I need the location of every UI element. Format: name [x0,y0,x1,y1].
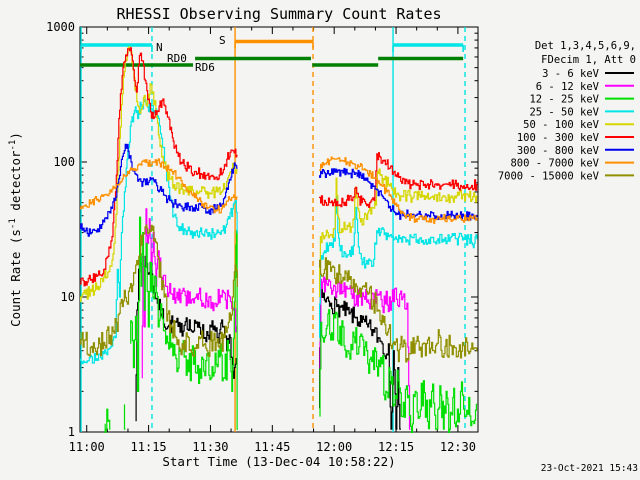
y-tick-label: 10 [61,290,75,304]
series-3to6keV-trace [319,288,401,430]
series-12to25keV-trace [104,408,111,433]
series-6to12keV-trace [141,208,238,379]
series-100to300keV-trace [80,47,238,287]
rd6-flag-label: RD6 [195,61,215,74]
y-axis-title: Count Rate (s-1 detector-1) [8,132,23,327]
series-50to100keV-trace [80,46,238,303]
series-12to25keV-trace [130,216,238,430]
legend-header-decim: FDecim 1, Att 0 [541,54,636,66]
series-6to12keV-trace [319,276,411,430]
y-tick-label: 1000 [46,20,75,34]
plot-timestamp: 23-Oct-2021 15:43 [541,463,638,474]
series-7000to15000keV-trace [319,257,478,363]
saa-flag-label: S [219,34,226,47]
series-300to800keV-trace [319,167,478,221]
legend-label: 800 - 7000 keV [510,158,599,170]
y-tick-label: 100 [53,155,75,169]
x-tick-label: 11:15 [131,440,167,454]
rd0-flag-label: RD0 [167,52,187,65]
series-800to7000keV-trace [80,158,238,214]
series-25to50keV-trace [319,181,478,338]
legend-label: 3 - 6 keV [542,68,600,80]
series-50to100keV-trace [319,168,478,297]
legend-label: 100 - 300 keV [517,132,600,144]
legend-label: 7000 - 15000 keV [498,170,600,182]
x-tick-label: 12:00 [316,440,352,454]
night-flag-label: N [156,41,163,54]
series-layer [80,46,478,433]
x-tick-label: 12:30 [440,440,476,454]
series-12to25keV-trace [319,309,478,433]
x-axis-title: Start Time (13-Dec-04 10:58:22) [162,454,395,469]
legend-label: 25 - 50 keV [529,106,599,118]
series-300to800keV-trace [80,143,238,237]
x-tick-label: 12:15 [378,440,414,454]
chart-title: RHESSI Observing Summary Count Rates [116,5,441,23]
legend-label: 6 - 12 keV [536,81,600,93]
legend-label: 50 - 100 keV [523,119,600,131]
legend-header-detectors: Det 1,3,4,5,6,9, [535,40,636,52]
series-7000to15000keV-trace [80,224,238,357]
series-800to7000keV-trace [319,156,478,224]
x-tick-label: 11:45 [254,440,290,454]
x-tick-label: 11:30 [192,440,228,454]
legend-label: 12 - 25 keV [529,94,599,106]
legend-label: 300 - 800 keV [517,145,600,157]
series-100to300keV-trace [319,152,478,208]
x-tick-label: 11:00 [69,440,105,454]
series-12to25keV-trace [123,404,126,430]
plot-frame [79,26,479,433]
y-tick-label: 1 [68,425,75,439]
